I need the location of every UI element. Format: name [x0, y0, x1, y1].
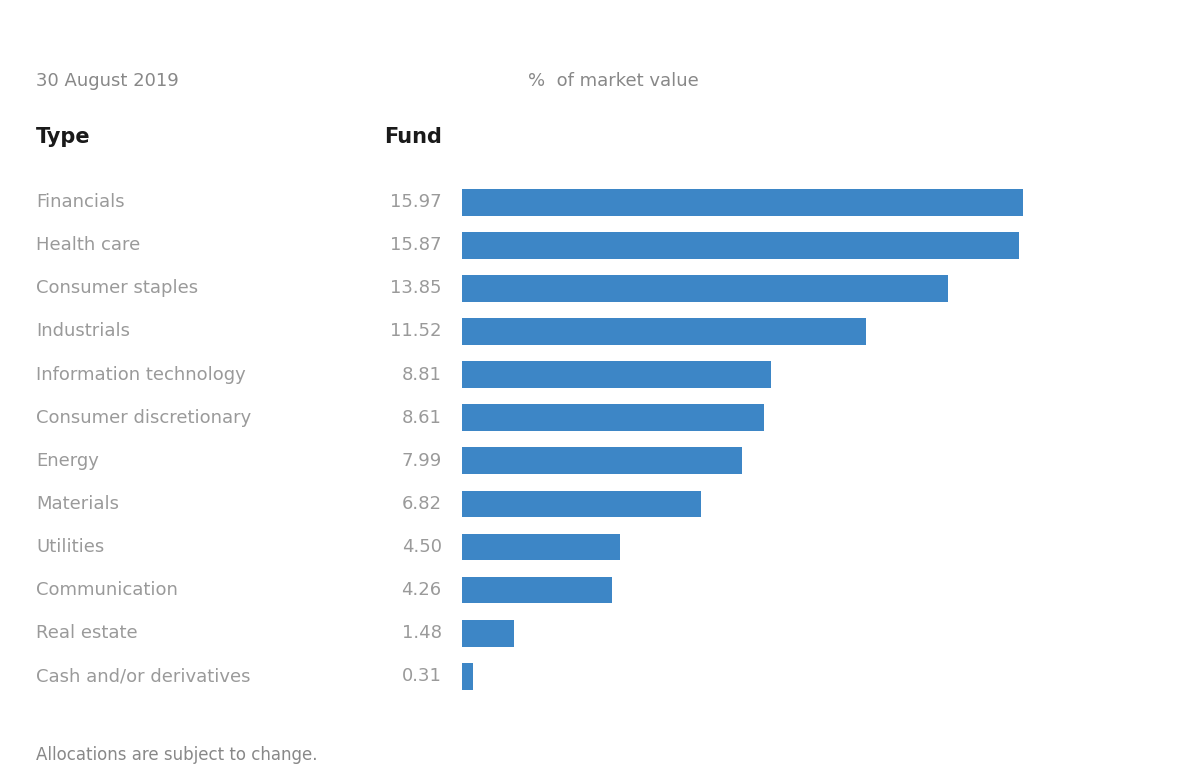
- Bar: [462, 318, 866, 345]
- Bar: [462, 232, 1019, 259]
- Text: 15.87: 15.87: [390, 236, 442, 255]
- Text: Consumer discretionary: Consumer discretionary: [36, 409, 251, 426]
- Text: 13.85: 13.85: [390, 279, 442, 297]
- Text: Allocations are subject to change.: Allocations are subject to change.: [36, 745, 318, 764]
- Bar: [462, 533, 620, 560]
- Bar: [462, 189, 1022, 215]
- Bar: [462, 491, 701, 517]
- Text: Energy: Energy: [36, 452, 98, 470]
- Text: Type: Type: [36, 127, 91, 147]
- Text: 11.52: 11.52: [390, 323, 442, 341]
- Text: 4.50: 4.50: [402, 538, 442, 556]
- Text: Consumer staples: Consumer staples: [36, 279, 198, 297]
- Text: Information technology: Information technology: [36, 365, 246, 384]
- Text: Industrials: Industrials: [36, 323, 130, 341]
- Text: Real estate: Real estate: [36, 624, 138, 642]
- Bar: [462, 577, 612, 604]
- Text: 4.26: 4.26: [402, 581, 442, 599]
- Text: 15.97: 15.97: [390, 194, 442, 211]
- Bar: [462, 447, 743, 474]
- Text: 8.61: 8.61: [402, 409, 442, 426]
- Text: Materials: Materials: [36, 495, 119, 513]
- Text: 30 August 2019: 30 August 2019: [36, 72, 179, 91]
- Text: 8.81: 8.81: [402, 365, 442, 384]
- Bar: [462, 620, 514, 646]
- Bar: [462, 663, 473, 690]
- Text: Financials: Financials: [36, 194, 125, 211]
- Text: Cash and/or derivatives: Cash and/or derivatives: [36, 667, 251, 685]
- Text: Health care: Health care: [36, 236, 140, 255]
- Bar: [462, 275, 948, 302]
- Text: Fund: Fund: [384, 127, 442, 147]
- Text: %  of market value: % of market value: [528, 72, 698, 91]
- Text: 0.31: 0.31: [402, 667, 442, 685]
- Text: 6.82: 6.82: [402, 495, 442, 513]
- Text: 7.99: 7.99: [401, 452, 442, 470]
- Text: 1.48: 1.48: [402, 624, 442, 642]
- Text: Communication: Communication: [36, 581, 178, 599]
- Bar: [462, 404, 764, 431]
- Bar: [462, 361, 772, 388]
- Text: Utilities: Utilities: [36, 538, 104, 556]
